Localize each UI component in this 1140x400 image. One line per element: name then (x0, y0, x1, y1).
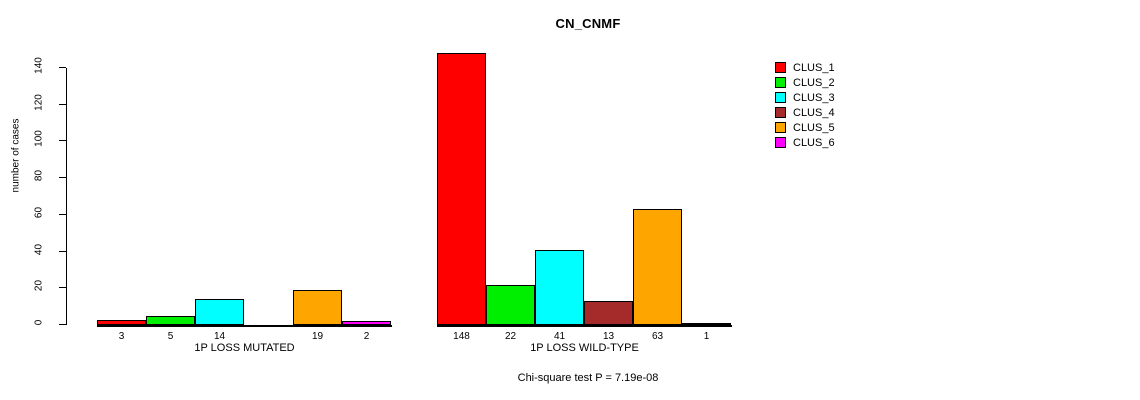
legend-label: CLUS_1 (793, 61, 835, 74)
y-axis-tick (59, 103, 66, 105)
bar-clus_3[interactable] (195, 299, 244, 325)
legend-swatch-icon (775, 122, 786, 133)
bar-value-label: 14 (213, 331, 226, 342)
legend-swatch-icon (775, 77, 786, 88)
bar-group: 3 5 14 19 2 (97, 68, 392, 342)
bar-value-label: 1 (703, 331, 710, 342)
bar-value-label: 13 (602, 331, 615, 342)
legend-swatch-icon (775, 137, 786, 148)
y-axis-tick-label: 140 (33, 57, 45, 74)
chart-caption-text: Chi-square test P = 7.19e-08 (517, 372, 659, 384)
bar-clus_2[interactable] (486, 284, 535, 325)
legend-swatch-icon (775, 62, 786, 73)
bar-clus_1[interactable] (97, 319, 146, 325)
y-axis-tick (59, 250, 66, 252)
bar-clus_5[interactable] (633, 209, 682, 325)
legend-item-clus_5[interactable]: CLUS_5 (775, 120, 835, 135)
y-axis-tick (59, 177, 66, 179)
y-axis-tick-label: 40 (33, 243, 45, 255)
y-axis-label: number of cases (10, 118, 22, 193)
legend-swatch-icon (775, 107, 786, 118)
y-axis-tick-label: 60 (33, 206, 45, 218)
legend-item-clus_2[interactable]: CLUS_2 (775, 75, 835, 90)
bar-clus_3[interactable] (535, 249, 584, 325)
bar-clus_1[interactable] (437, 53, 486, 325)
plot-panel: 3 5 14 19 2 1P LOSS MUTATED (97, 68, 392, 354)
bar-group: 148 22 41 13 63 1 (437, 53, 732, 342)
bar-clus_5[interactable] (293, 290, 342, 325)
x-axis-line (437, 325, 732, 327)
y-axis-tick-label: 20 (33, 280, 45, 292)
y-axis-tick (59, 213, 66, 215)
legend: CLUS_1 CLUS_2 CLUS_3 CLUS_4 CLUS_5 CLUS_6 (775, 60, 835, 150)
chart-title-text: CN_CNMF (555, 16, 621, 31)
y-axis-tick-label: 100 (33, 130, 45, 148)
legend-label: CLUS_3 (793, 91, 835, 104)
bar-value-label: 5 (167, 331, 174, 342)
legend-item-clus_1[interactable]: CLUS_1 (775, 60, 835, 75)
legend-item-clus_3[interactable]: CLUS_3 (775, 90, 835, 105)
bar-value-label: 41 (553, 331, 566, 342)
bar-value-label: 148 (453, 331, 470, 342)
legend-label: CLUS_2 (793, 76, 835, 89)
bar-clus_2[interactable] (146, 315, 195, 325)
bar-value-label: 19 (311, 331, 324, 342)
plot-panel: 148 22 41 13 63 1 1P LOSS WILD-TYPE (437, 53, 732, 354)
bar-clus_6[interactable] (342, 321, 391, 325)
bar-value-label: 3 (118, 331, 125, 342)
y-axis-tick (59, 287, 66, 289)
chart-title: CN_CNMF (0, 16, 1140, 31)
legend-label: CLUS_4 (793, 106, 835, 119)
y-axis-line (66, 68, 67, 325)
y-axis-tick (59, 67, 66, 68)
panel-label: 1P LOSS WILD-TYPE (530, 342, 639, 354)
y-axis-tick-label: 0 (33, 319, 45, 326)
legend-item-clus_4[interactable]: CLUS_4 (775, 105, 835, 120)
bar-clus_6[interactable] (682, 323, 731, 325)
legend-swatch-icon (775, 92, 786, 103)
y-axis-tick (59, 324, 66, 325)
legend-label: CLUS_6 (793, 136, 835, 149)
bar-value-label: 2 (363, 331, 370, 342)
y-axis-tick-label: 120 (33, 93, 45, 111)
y-axis-tick (59, 140, 66, 142)
y-axis-tick-label: 80 (33, 170, 45, 182)
legend-item-clus_6[interactable]: CLUS_6 (775, 135, 835, 150)
bar-value-label: 63 (651, 331, 664, 342)
x-axis-line (97, 325, 392, 327)
panel-label: 1P LOSS MUTATED (194, 342, 295, 354)
chart-caption: Chi-square test P = 7.19e-08 (0, 372, 1140, 384)
bar-value-label: 22 (504, 331, 517, 342)
legend-label: CLUS_5 (793, 121, 835, 134)
bar-clus_4[interactable] (584, 301, 633, 325)
